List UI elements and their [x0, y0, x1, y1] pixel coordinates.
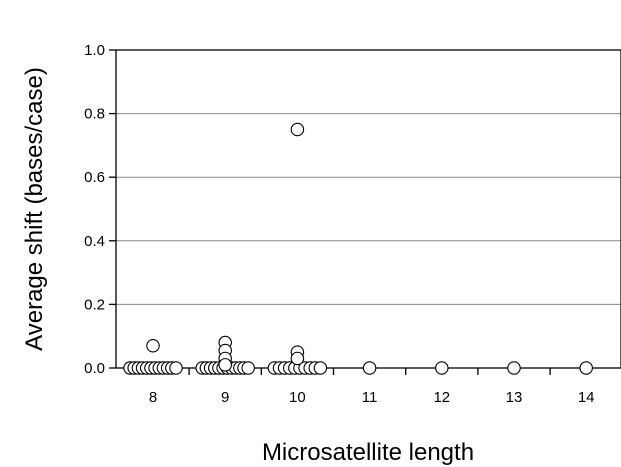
x-tick-label: 10: [289, 389, 306, 406]
data-point: [218, 358, 232, 372]
data-point: [146, 338, 160, 353]
data-point: [313, 361, 328, 375]
y-axis-title: Average shift (bases/case): [21, 67, 48, 351]
data-point: [290, 351, 305, 366]
x-tick-label: 8: [149, 389, 157, 406]
data-point: [579, 361, 593, 375]
axis-ticks: 0.0 0.2 0.4 0.6 0.8 1.0 8 9 10 11 12 13 14: [84, 42, 594, 406]
data-point: [290, 122, 305, 137]
plot-frame: [115, 49, 621, 369]
x-tick-label: 11: [362, 389, 378, 406]
x-axis-title: Microsatellite length: [262, 439, 474, 466]
data-points: [123, 122, 593, 375]
x-tick-label: 13: [506, 389, 523, 406]
data-point: [435, 361, 449, 375]
y-tick-label: 0.2: [84, 296, 105, 313]
data-point: [241, 361, 255, 375]
y-tick-label: 0.6: [84, 169, 105, 186]
y-tick-label: 1.0: [84, 42, 105, 59]
y-tick-label: 0.8: [84, 106, 105, 123]
data-point: [169, 361, 183, 375]
axes: [115, 49, 621, 369]
x-tick-label: 14: [578, 389, 595, 406]
x-tick-label: 9: [221, 389, 229, 406]
y-tick-label: 0.0: [84, 360, 105, 377]
x-tick-label: 12: [433, 389, 450, 406]
gridlines: [116, 113, 621, 305]
y-tick-label: 0.4: [84, 233, 105, 250]
data-point: [362, 361, 377, 375]
data-point: [507, 361, 521, 375]
